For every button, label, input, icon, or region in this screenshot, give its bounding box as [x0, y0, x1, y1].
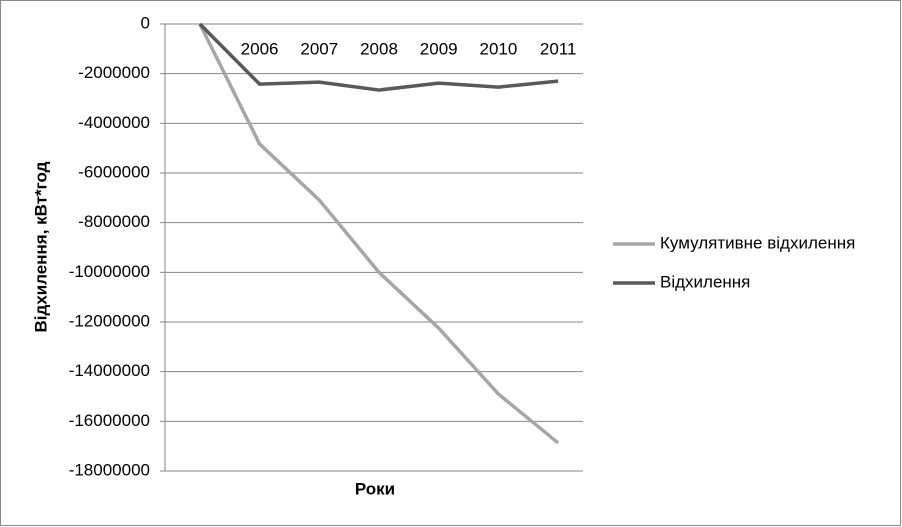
- x-tick-label: 2011: [540, 39, 577, 58]
- legend-label: Кумулятивне відхилення: [660, 233, 855, 252]
- legend-label: Відхилення: [660, 272, 750, 291]
- y-tick-label: 0: [141, 13, 150, 32]
- y-tick-label: -8000000: [78, 212, 150, 231]
- x-tick-label: 2007: [300, 39, 338, 58]
- x-tick-label: 2008: [360, 39, 398, 58]
- y-tick-label: -14000000: [69, 361, 150, 380]
- data-line: [198, 22, 559, 92]
- y-tick-label: -6000000: [78, 162, 150, 181]
- y-tick-label: -16000000: [69, 411, 150, 430]
- y-tick-label: -18000000: [69, 460, 150, 479]
- y-axis-label: Відхилення, кВт*год: [31, 161, 50, 332]
- x-tick-label: 2010: [480, 39, 518, 58]
- y-tick-label: -2000000: [78, 63, 150, 82]
- x-tick-label: 2009: [420, 39, 458, 58]
- x-tick-label: 2006: [241, 39, 279, 58]
- y-tick-label: -10000000: [69, 262, 150, 281]
- y-tick-label: -12000000: [69, 311, 150, 330]
- data-line: [198, 23, 560, 445]
- x-axis-label: Роки: [355, 479, 395, 498]
- y-tick-label: -4000000: [78, 113, 150, 132]
